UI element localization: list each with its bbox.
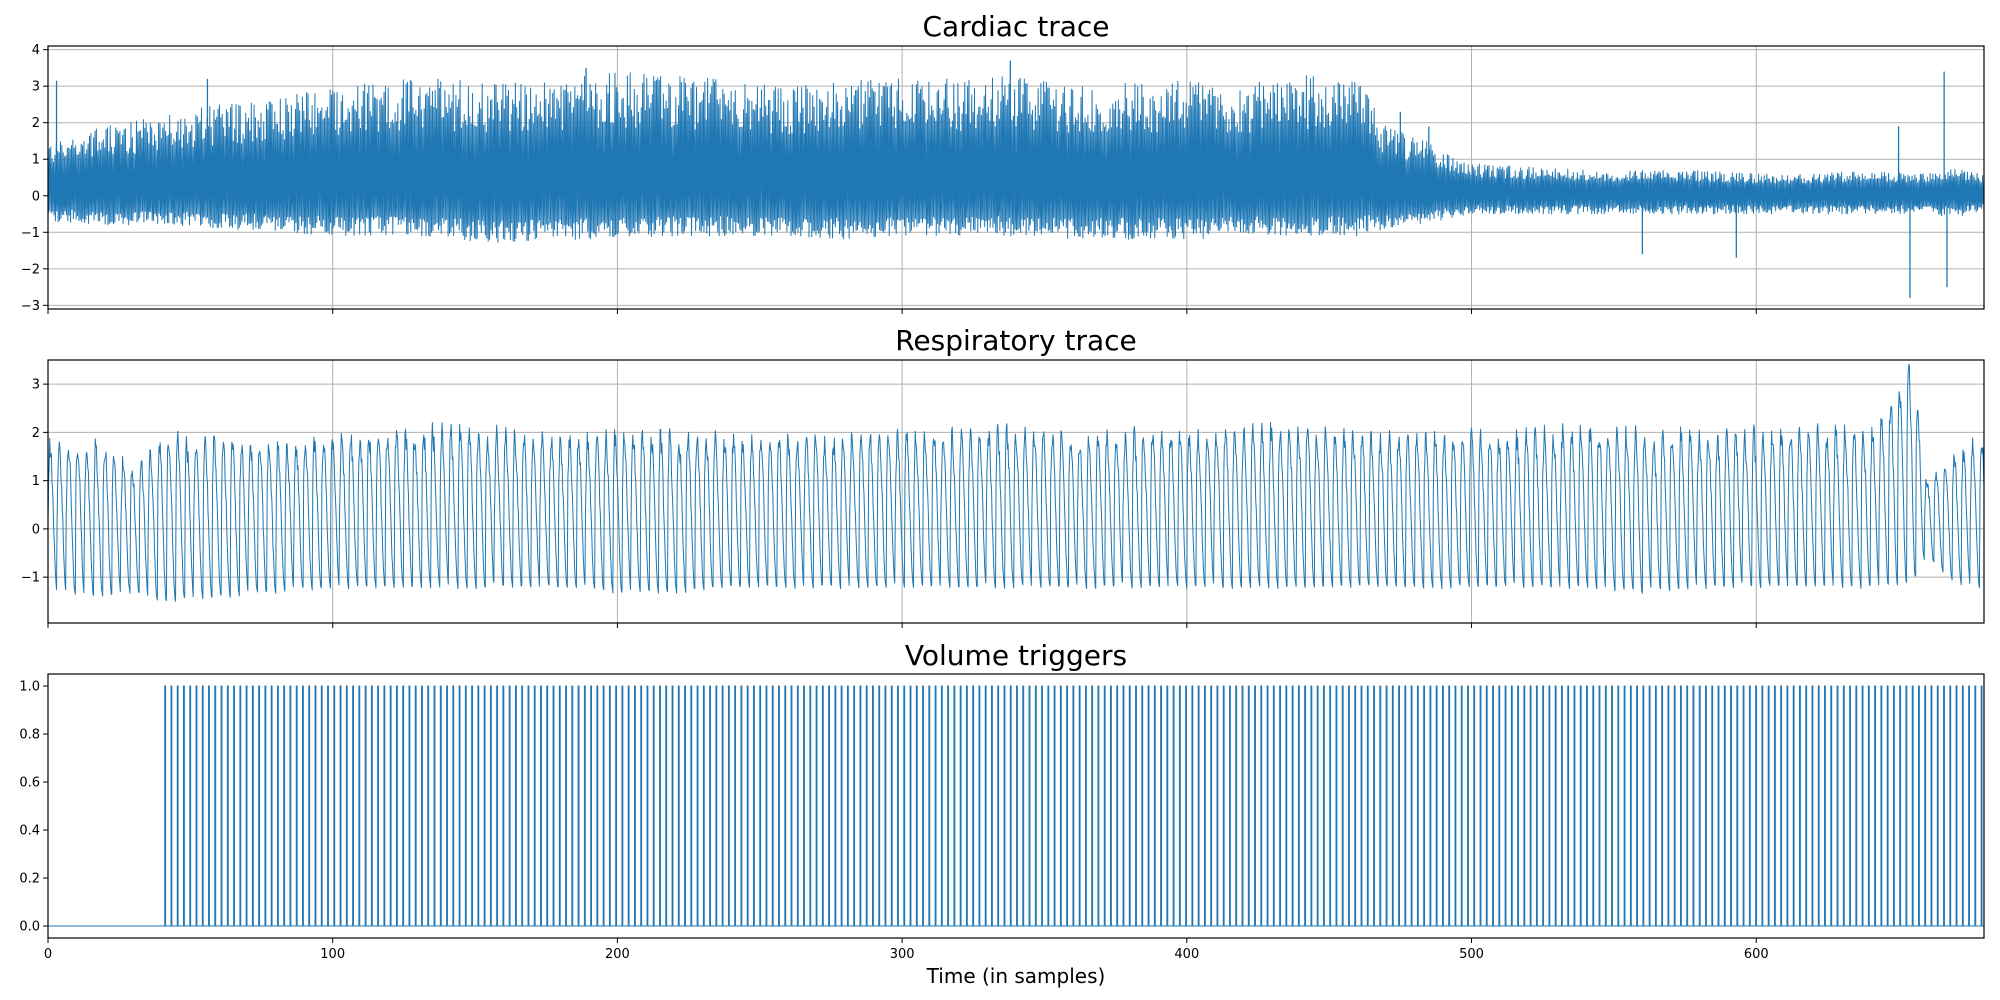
axes-frame <box>47 673 1985 939</box>
x-tick-label: 200 <box>605 947 630 962</box>
data-series <box>47 363 1985 602</box>
y-tick-label: 0 <box>32 522 40 537</box>
panel-volume-triggers: Volume triggers 0 100 200 300 400 500 600 0.0 0.… <box>19 639 1985 988</box>
axes-frame <box>47 359 1985 624</box>
axes-frame <box>47 45 1985 310</box>
y-tick-label: 3 <box>32 80 40 95</box>
data-series <box>47 60 1985 299</box>
panel-respiratory: Respiratory trace −1 0 1 2 3 <box>21 324 1985 628</box>
y-tick-label: 2 <box>32 116 40 131</box>
y-tick-label: 1 <box>32 153 40 168</box>
axis-ticks: −3 −2 −1 0 1 2 3 4 <box>21 43 1757 314</box>
y-tick-label: 0.6 <box>19 776 40 791</box>
respiratory-trace-line <box>47 363 1985 602</box>
x-tick-label: 600 <box>1744 947 1769 962</box>
y-tick-label: 0.0 <box>19 920 40 935</box>
x-tick-label: 300 <box>890 947 915 962</box>
x-tick-label: 100 <box>320 947 345 962</box>
x-axis-label: Time (in samples) <box>926 964 1106 988</box>
y-tick-label: 1.0 <box>19 680 40 695</box>
y-tick-label: 1 <box>32 474 40 489</box>
axis-ticks: −1 0 1 2 3 <box>21 378 1757 628</box>
y-tick-label: 2 <box>32 426 40 441</box>
panel-title: Volume triggers <box>905 639 1127 672</box>
x-tick-label: 0 <box>44 947 52 962</box>
y-tick-label: 0.8 <box>19 728 40 743</box>
y-tick-label: −1 <box>21 571 40 586</box>
y-tick-label: 3 <box>32 378 40 393</box>
volume-trigger-line <box>48 685 1984 927</box>
y-tick-label: 4 <box>32 43 40 58</box>
axis-ticks: 0 100 200 300 400 500 600 0.0 0.2 0.4 0.6 0.8 1.0 <box>19 680 1768 963</box>
x-tick-label: 400 <box>1174 947 1199 962</box>
panel-title: Respiratory trace <box>895 324 1137 357</box>
y-tick-label: 0.2 <box>19 872 40 887</box>
cardiac-trace-line <box>47 72 1985 243</box>
y-tick-label: −1 <box>21 226 40 241</box>
y-tick-label: 0.4 <box>19 824 40 839</box>
panel-title: Cardiac trace <box>922 10 1109 43</box>
y-tick-label: −3 <box>21 299 40 314</box>
panel-cardiac: Cardiac trace −3 −2 −1 0 1 2 3 4 <box>21 10 1985 314</box>
data-series <box>48 685 1984 927</box>
x-tick-label: 500 <box>1459 947 1484 962</box>
y-tick-label: −2 <box>21 262 40 277</box>
y-tick-label: 0 <box>32 189 40 204</box>
